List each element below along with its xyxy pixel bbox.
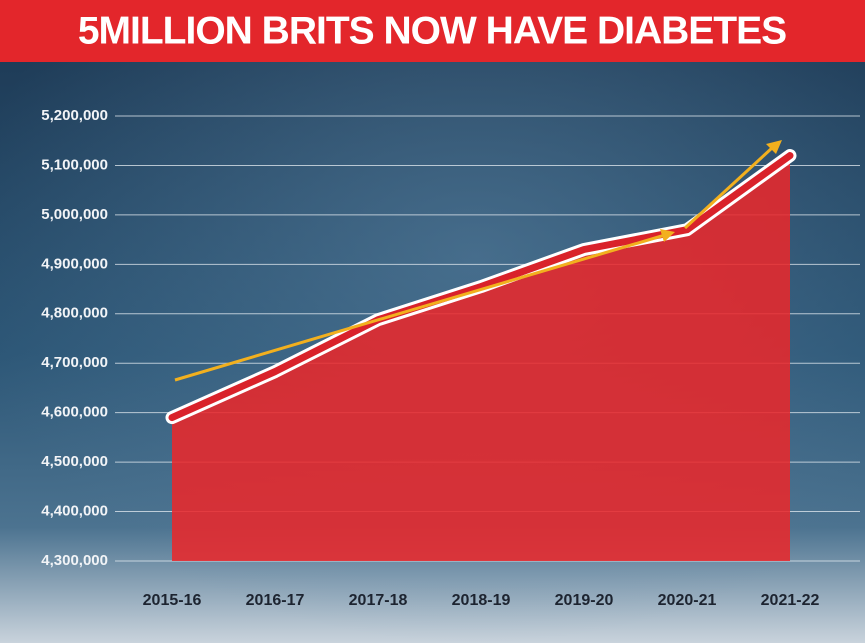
arrow — [174, 233, 666, 382]
y-tick-label: 5,000,000 — [41, 206, 108, 223]
area — [172, 155, 790, 562]
x-tick-label: 2018-19 — [452, 592, 511, 609]
y-tick-label: 4,900,000 — [41, 255, 108, 272]
line — [168, 152, 794, 422]
chart-title: 5MILLION BRITS NOW HAVE DIABETES — [78, 9, 786, 52]
y-tick-label: 4,700,000 — [41, 354, 108, 371]
y-tick-label: 5,200,000 — [41, 107, 108, 124]
y-tick-label: 4,800,000 — [41, 305, 108, 322]
y-tick-label: 4,600,000 — [41, 404, 108, 421]
arrowhead — [660, 229, 675, 242]
trend-arrows — [174, 140, 782, 382]
x-tick-label: 2016-17 — [246, 592, 305, 609]
arrowhead — [766, 140, 782, 154]
y-tick-label: 4,300,000 — [41, 552, 108, 569]
x-tick-label: 2020-21 — [658, 592, 717, 609]
y-tick-label: 4,400,000 — [41, 503, 108, 520]
x-tick-label: 2017-18 — [349, 592, 408, 609]
x-tick-label: 2019-20 — [555, 592, 614, 609]
title-bar — [0, 0, 865, 62]
x-tick-label: 2015-16 — [143, 592, 202, 609]
arrow — [683, 146, 774, 230]
x-tick-label: 2021-22 — [761, 592, 820, 609]
y-tick-label: 5,100,000 — [41, 156, 108, 173]
y-tick-label: 4,500,000 — [41, 453, 108, 470]
